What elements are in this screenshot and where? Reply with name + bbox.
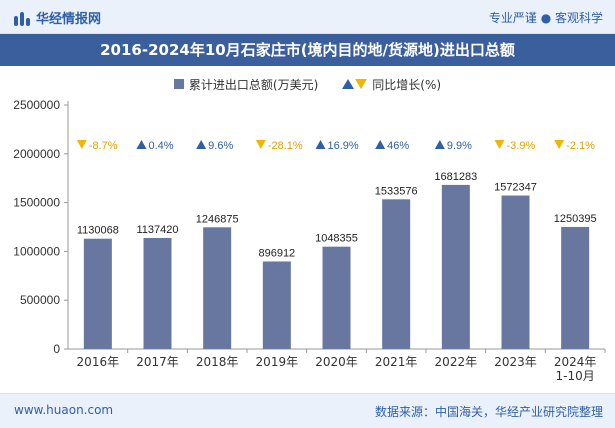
growth-down-marker xyxy=(76,140,87,149)
x-tick-label: 2024年 xyxy=(554,355,597,369)
bar xyxy=(83,238,112,349)
brand-name: 华经情报网 xyxy=(36,12,102,27)
x-tick-label: 1-10月 xyxy=(556,369,595,383)
y-tick-label: 1500000 xyxy=(13,196,60,210)
legend-item-total: 累计进出口总额(万美元) xyxy=(173,76,319,93)
bar xyxy=(262,261,291,349)
footer: www.huaon.com 数据来源：中国海关，华经产业研究院整理 xyxy=(0,393,615,428)
x-tick-label: 2022年 xyxy=(435,355,478,369)
legend-bar-swatch-icon xyxy=(173,79,184,89)
growth-label: -28.1% xyxy=(268,140,303,152)
x-tick-label: 2021年 xyxy=(375,355,418,369)
x-tick-label: 2017年 xyxy=(136,355,179,369)
bar-value-label: 1572347 xyxy=(494,182,537,194)
y-tick-label: 2000000 xyxy=(13,147,60,161)
growth-down-marker xyxy=(494,140,505,149)
bar-value-label: 896912 xyxy=(258,247,295,259)
growth-up-marker xyxy=(375,140,386,149)
growth-label: 9.6% xyxy=(208,140,233,152)
legend-label-growth: 同比增长(%) xyxy=(372,77,442,92)
x-tick-label: 2023年 xyxy=(494,355,537,369)
growth-up-marker xyxy=(434,140,445,149)
footer-website: www.huaon.com xyxy=(14,403,114,417)
legend-item-growth: 同比增长(%) xyxy=(342,76,441,93)
bar xyxy=(501,195,530,349)
footer-source: 数据来源：中国海关，华经产业研究院整理 xyxy=(374,405,603,419)
bar-value-label: 1137420 xyxy=(136,224,178,236)
bar-value-label: 1533576 xyxy=(375,185,418,197)
bar-value-label: 1130068 xyxy=(77,225,119,237)
y-tick-label: 500000 xyxy=(20,293,60,307)
growth-down-marker xyxy=(554,140,565,149)
bar-value-label: 1048355 xyxy=(315,233,358,245)
bar xyxy=(322,246,351,349)
legend: 累计进出口总额(万美元) 同比增长(%) xyxy=(0,74,615,94)
chart-title: 2016-2024年10月石家庄市(境内目的地/货源地)进出口总额 xyxy=(0,34,615,66)
growth-label: -2.1% xyxy=(566,140,595,152)
growth-up-marker xyxy=(196,140,207,149)
growth-label: -8.7% xyxy=(89,140,118,152)
bar-value-label: 1250395 xyxy=(554,213,597,225)
growth-label: 0.4% xyxy=(149,140,174,152)
bar xyxy=(561,226,590,349)
bar-value-label: 1246875 xyxy=(196,213,239,225)
brand-logo-icon xyxy=(14,10,30,26)
growth-down-marker xyxy=(255,140,266,149)
top-bar: 华经情报网 专业严谨 ● 客观科学 xyxy=(0,0,615,34)
growth-label: 46% xyxy=(387,140,409,152)
x-tick-label: 2020年 xyxy=(315,355,358,369)
bar-chart: 0 500000 1000000 1500000 2000000 2500000 11300… xyxy=(13,98,606,383)
growth-label: 16.9% xyxy=(328,140,359,152)
bar xyxy=(441,184,470,349)
growth-up-marker xyxy=(136,140,147,149)
bar-value-label: 1681283 xyxy=(434,171,477,183)
y-tick-label: 0 xyxy=(53,342,60,356)
legend-label-total: 累计进出口总额(万美元) xyxy=(188,77,319,92)
x-tick-label: 2016年 xyxy=(77,355,120,369)
x-tick-label: 2018年 xyxy=(196,355,239,369)
y-tick-label: 2500000 xyxy=(13,98,60,112)
legend-down-triangle-icon xyxy=(355,79,368,89)
growth-up-marker xyxy=(315,140,326,149)
growth-label: 9.9% xyxy=(447,140,472,152)
tagline: 专业严谨 ● 客观科学 xyxy=(488,11,603,25)
x-tick-label: 2019年 xyxy=(256,355,299,369)
bar xyxy=(203,227,232,349)
growth-label: -3.9% xyxy=(507,140,536,152)
bar xyxy=(382,199,411,349)
y-tick-label: 1000000 xyxy=(13,244,60,258)
brand: 华经情报网 xyxy=(14,8,101,27)
bar xyxy=(143,237,172,349)
legend-up-triangle-icon xyxy=(342,79,355,89)
